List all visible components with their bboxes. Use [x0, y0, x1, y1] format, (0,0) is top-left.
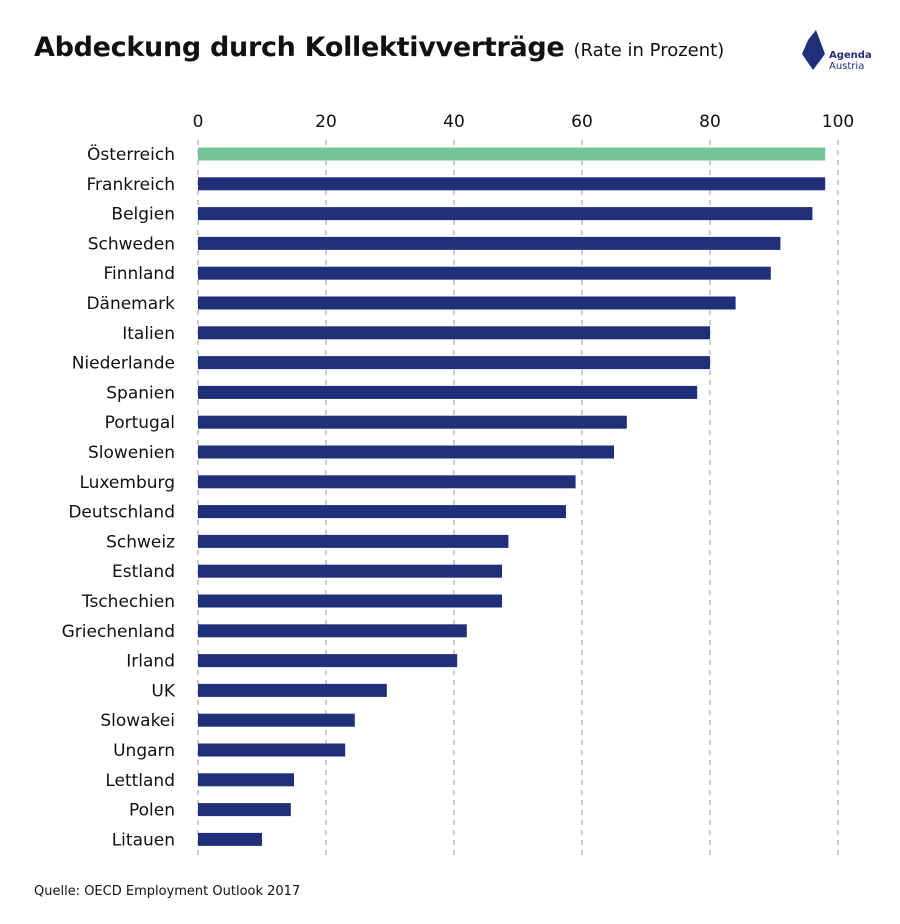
bar-irland — [198, 654, 458, 668]
category-label: Tschechien — [81, 592, 175, 612]
logo-line2: Austria — [829, 61, 865, 72]
bar-schweden — [198, 236, 781, 250]
bar-uk — [198, 683, 387, 697]
category-label: Frankreich — [87, 175, 176, 195]
chart-subtitle: (Rate in Prozent) — [573, 40, 725, 61]
bars — [198, 147, 826, 846]
x-tick-label: 100 — [822, 112, 854, 132]
category-label: Schweden — [88, 234, 175, 254]
category-label: Ungarn — [113, 741, 175, 761]
bar-estland — [198, 564, 502, 578]
chart-title-block: Abdeckung durch Kollektivverträge (Rate … — [34, 32, 724, 63]
category-label: Schweiz — [106, 532, 175, 552]
bar-deutschland — [198, 505, 566, 519]
bar-slowenien — [198, 445, 614, 459]
bar-portugal — [198, 415, 627, 429]
bar-schweiz — [198, 534, 509, 548]
category-labels: Österreich Frankreich Belgien Schweden Finnl… — [62, 143, 176, 850]
category-label: Finnland — [103, 264, 175, 284]
bar-griechenland — [198, 624, 467, 638]
bar-dänemark — [198, 296, 736, 310]
agenda-austria-logo-icon — [802, 30, 825, 70]
category-label: Litauen — [112, 830, 175, 850]
x-tick-label: 0 — [193, 112, 204, 132]
chart-title: Abdeckung durch Kollektivverträge — [34, 32, 565, 63]
bar-italien — [198, 326, 710, 340]
bar-slowakei — [198, 713, 355, 727]
bar-polen — [198, 803, 291, 817]
logo-line1: Agenda — [829, 50, 872, 61]
bar-belgien — [198, 207, 813, 221]
bar-frankreich — [198, 177, 826, 191]
bar-niederlande — [198, 356, 710, 370]
logo-text: Agenda Austria — [829, 50, 872, 72]
category-label: Slowakei — [100, 711, 175, 731]
category-label: Luxemburg — [79, 473, 175, 493]
category-label: Slowenien — [88, 443, 175, 463]
category-label: Niederlande — [72, 354, 175, 374]
source-note: Quelle: OECD Employment Outlook 2017 — [34, 884, 301, 899]
x-axis-ticks: 0 20 40 60 80 100 — [193, 112, 855, 132]
category-label: Estland — [112, 562, 175, 582]
category-label: Österreich — [87, 143, 175, 165]
bar-österreich — [198, 147, 826, 161]
category-label: Deutschland — [68, 503, 175, 523]
category-label: Griechenland — [62, 622, 175, 642]
category-label: Polen — [129, 801, 175, 821]
category-label: Italien — [122, 324, 175, 344]
category-label: Belgien — [111, 205, 175, 225]
bar-tschechien — [198, 594, 502, 608]
bar-litauen — [198, 832, 262, 846]
x-tick-label: 60 — [571, 112, 593, 132]
category-label: Dänemark — [86, 294, 175, 314]
bar-spanien — [198, 385, 698, 399]
x-tick-label: 40 — [443, 112, 465, 132]
category-label: UK — [151, 681, 175, 701]
x-tick-label: 20 — [315, 112, 337, 132]
category-label: Spanien — [106, 383, 175, 403]
bar-luxemburg — [198, 475, 576, 489]
category-label: Irland — [126, 652, 175, 672]
category-label: Portugal — [105, 413, 175, 433]
category-label: Lettland — [105, 771, 175, 791]
bar-finnland — [198, 266, 771, 280]
x-tick-label: 80 — [699, 112, 721, 132]
bar-ungarn — [198, 743, 346, 757]
bar-lettland — [198, 773, 294, 787]
